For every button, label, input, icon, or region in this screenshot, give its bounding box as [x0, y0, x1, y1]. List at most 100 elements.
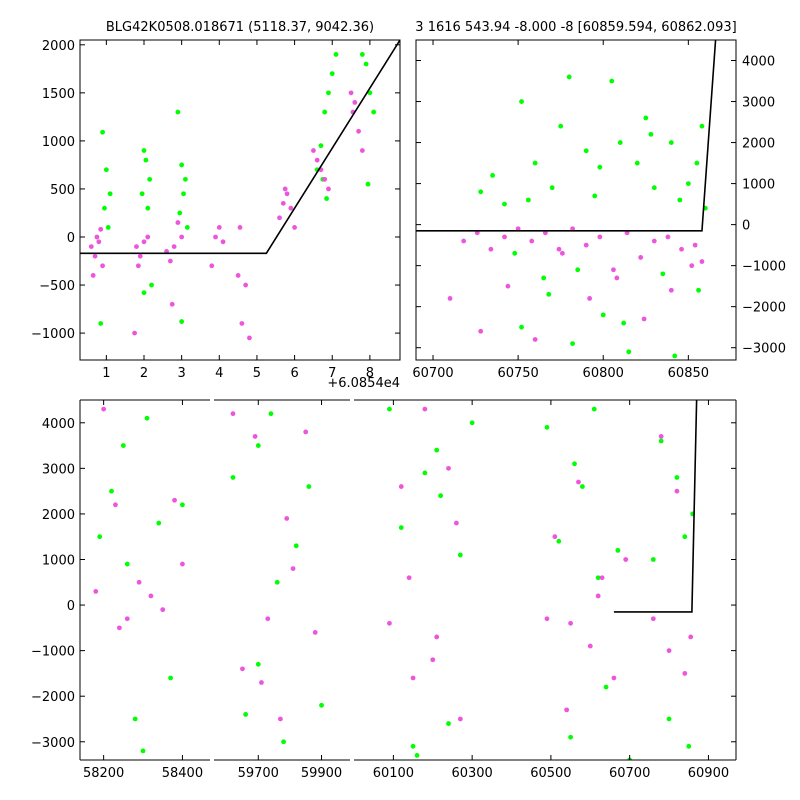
green-point: [699, 123, 705, 129]
green-point: [243, 712, 249, 717]
green-point: [326, 90, 331, 96]
pink-point: [171, 244, 177, 250]
green-point: [685, 181, 691, 186]
green-point: [591, 406, 597, 412]
green-point: [541, 275, 547, 281]
pink-point: [322, 176, 328, 182]
green-point: [686, 743, 692, 749]
green-point: [268, 411, 274, 417]
panel-full-lightcurve: 58200 58400 59700 59900 60100 60300 60500 60700…: [31, 399, 737, 781]
pink-point: [674, 488, 680, 494]
green-point: [566, 74, 572, 80]
pink-point: [650, 616, 656, 622]
green-point: [168, 675, 174, 681]
pink-point: [180, 561, 185, 567]
pink-point: [284, 191, 290, 197]
green-point: [570, 341, 575, 346]
top-right-title: 3 1616 543.94 -8.000 -8 [60859.594, 6086…: [415, 20, 736, 35]
pink-point: [689, 263, 695, 269]
pink-point: [284, 516, 290, 521]
pink-point: [230, 411, 236, 417]
pink-point: [265, 616, 271, 622]
model-line: [80, 40, 400, 255]
green-point: [660, 271, 666, 277]
green-point: [179, 162, 185, 168]
pink-point: [668, 287, 674, 293]
x-tick-label: 3: [178, 366, 186, 381]
green-point: [650, 557, 656, 562]
green-point: [156, 520, 162, 526]
green-point: [572, 461, 577, 467]
y-tick-label: −1000: [31, 327, 75, 342]
pink-point: [240, 666, 245, 672]
green-point: [525, 197, 531, 203]
pink-point: [587, 643, 593, 649]
pink-point: [457, 716, 463, 722]
y-tick-label: 2000: [42, 508, 75, 523]
green-point: [105, 224, 111, 230]
green-point: [149, 282, 154, 288]
green-point: [457, 552, 463, 558]
pink-point: [502, 234, 507, 240]
pink-point: [568, 620, 573, 626]
green-point: [643, 115, 649, 121]
pink-point: [587, 296, 593, 301]
pink-point: [288, 205, 294, 211]
pink-point: [434, 634, 440, 640]
green-point: [580, 484, 585, 489]
x-tick-label: 60850: [668, 366, 709, 381]
model-line: [613, 400, 698, 613]
pink-point: [599, 575, 605, 581]
pink-point: [134, 244, 139, 250]
pink-point: [94, 234, 100, 240]
y-tick-label: −2000: [31, 690, 75, 705]
pink-point: [209, 263, 215, 269]
green-point: [592, 193, 598, 199]
pink-point: [359, 148, 365, 153]
pink-point: [410, 675, 416, 681]
x-tick-label: 60700: [412, 366, 453, 381]
x-tick-label: 60300: [451, 766, 492, 781]
green-point: [609, 78, 615, 84]
green-point: [319, 702, 324, 708]
green-point: [478, 189, 484, 195]
green-point: [549, 185, 555, 191]
green-point: [359, 52, 365, 57]
green-point: [469, 420, 475, 426]
panel-frame: [79, 39, 401, 361]
y-tick-label: −3000: [742, 342, 786, 357]
green-point: [651, 185, 657, 191]
green-point: [180, 502, 185, 508]
pink-point: [658, 434, 664, 439]
pink-point: [552, 534, 558, 540]
pink-point: [98, 226, 104, 232]
green-point: [306, 484, 312, 489]
pink-point: [282, 186, 288, 192]
green-point: [583, 148, 589, 154]
y-tick-label: 1000: [742, 178, 775, 193]
pink-point: [278, 716, 283, 722]
pink-point: [453, 520, 459, 526]
y-tick-label: 4000: [42, 417, 75, 432]
pink-point: [515, 226, 521, 232]
y-tick-label: 0: [67, 599, 75, 614]
green-point: [329, 71, 335, 77]
x-tick-label: 7: [328, 366, 336, 381]
green-point: [410, 743, 416, 749]
pink-point: [679, 246, 684, 252]
green-point: [100, 129, 105, 135]
green-point: [97, 534, 103, 540]
x-tick-label: 60800: [583, 366, 624, 381]
y-tick-label: −3000: [31, 736, 75, 751]
y-tick-label: 4000: [742, 55, 775, 70]
pink-point: [280, 200, 286, 206]
green-point: [398, 525, 404, 530]
pink-point: [542, 230, 548, 236]
pink-point: [92, 253, 98, 259]
pink-point: [137, 253, 143, 259]
pink-point: [556, 246, 562, 252]
green-point: [318, 143, 324, 149]
pink-point: [597, 234, 603, 240]
pink-point: [352, 100, 358, 105]
green-point: [175, 109, 181, 115]
